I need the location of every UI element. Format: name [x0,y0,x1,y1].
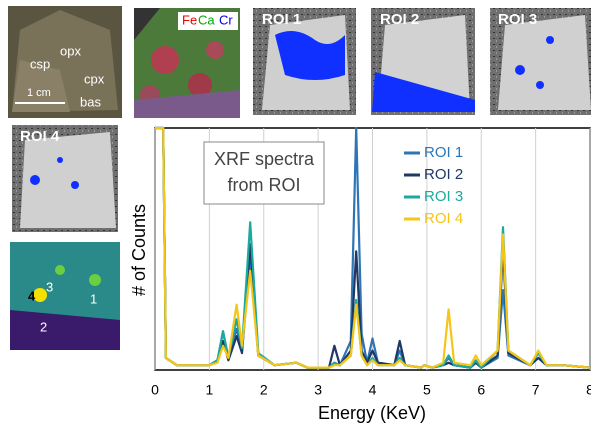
x-tick-label: 8 [586,382,591,398]
x-tick-label: 1 [205,382,213,398]
x-tick-label: 5 [423,382,431,398]
x-tick-label: 4 [369,382,377,398]
cluster-map: 4 3 1 2 [10,242,120,350]
x-tick-label: 6 [477,382,485,398]
roi-image: ROI 1 [253,8,356,115]
label: Cr [219,12,233,27]
legend-label: ROI 4 [424,210,463,227]
label: Ca [198,12,215,27]
legend-label: ROI 2 [424,166,463,183]
legend-label: ROI 3 [424,188,463,205]
roi-image: ROI 3 [490,8,591,115]
roi-title: ROI 4 [20,128,60,145]
x-tick-label: 7 [532,382,540,398]
x-axis-label: Energy (KeV) [318,403,426,423]
element-map: Fe Ca Cr [134,8,240,118]
label: cpx [84,71,105,86]
chart: Energy (KeV) # of Counts 0 1 2 3 4 5 6 7 8 XRF sp… [129,126,591,423]
annotation: XRF spectra [214,149,315,169]
roi-title: ROI 1 [262,11,301,28]
roi-image: ROI 4 [12,125,118,232]
legend-label: ROI 1 [424,144,463,161]
series-line [155,126,591,369]
label: bas [80,94,101,109]
label: csp [30,56,50,71]
annotation: from ROI [227,175,300,195]
roi-image: ROI 2 [371,8,475,115]
label: 2 [40,319,47,334]
label: Fe [182,12,197,27]
label: 4 [28,288,36,303]
sample-photo: opx csp cpx 1 cm bas [8,6,122,118]
label: opx [60,43,81,58]
x-tick-label: 3 [314,382,322,398]
label: 3 [46,279,53,294]
y-axis-label: # of Counts [129,204,149,296]
x-tick-label: 2 [260,382,268,398]
x-tick-label: 0 [151,382,159,398]
label: 1 [90,291,97,306]
label: 1 cm [27,87,51,99]
roi-title: ROI 2 [380,11,419,28]
annotation-box [203,141,325,205]
roi-title: ROI 3 [498,11,537,28]
